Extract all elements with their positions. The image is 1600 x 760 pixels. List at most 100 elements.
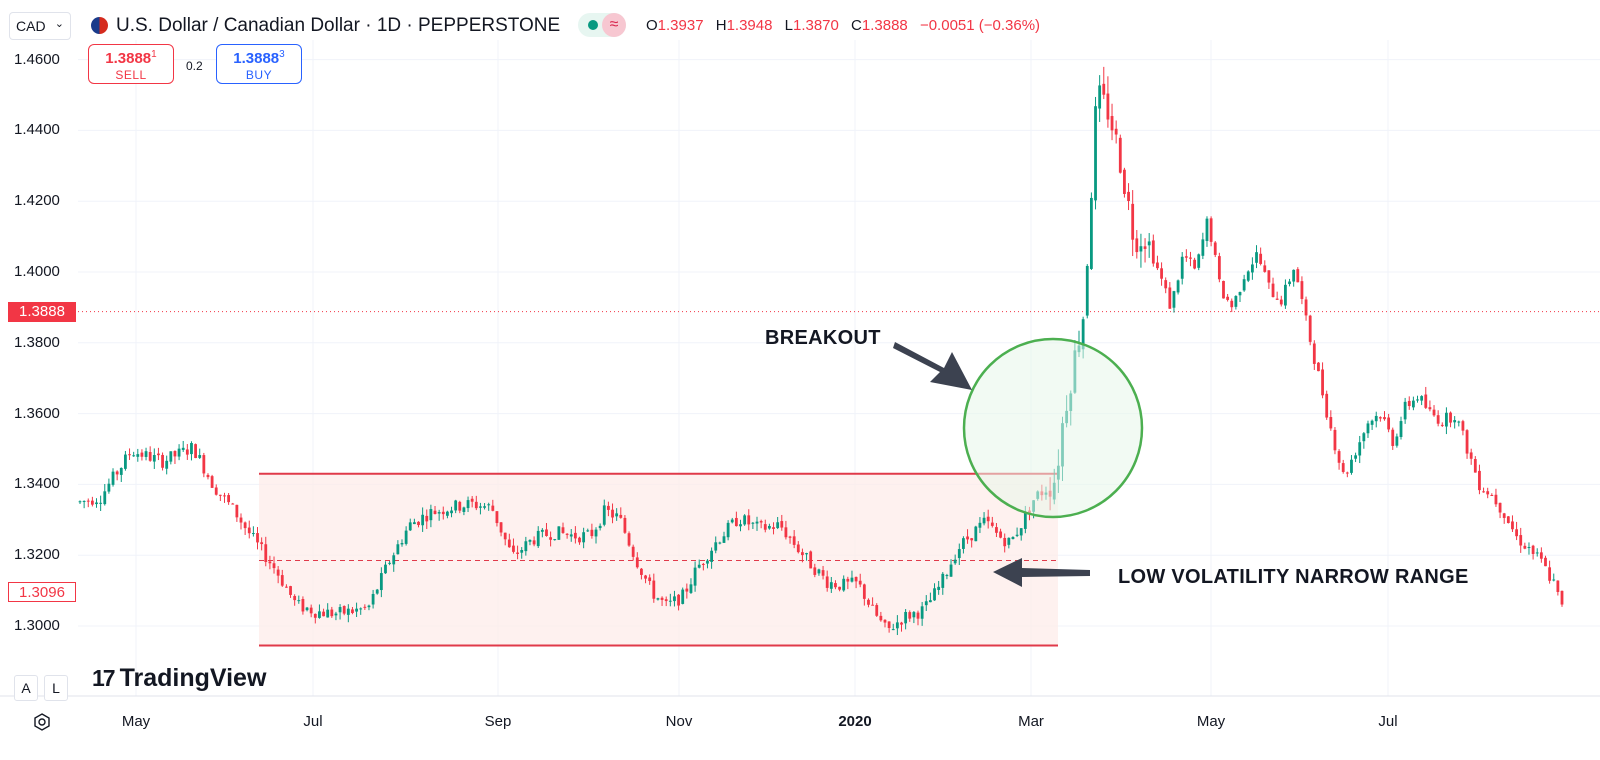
candle-body <box>1378 417 1382 419</box>
log-scale-button[interactable]: L <box>44 675 68 701</box>
candle-body <box>1482 491 1485 493</box>
candle-body <box>615 513 619 517</box>
x-tick-label: May <box>1196 713 1226 730</box>
candle-body <box>842 578 846 591</box>
candle-body <box>834 583 837 588</box>
candle-body <box>355 608 358 612</box>
candle-body <box>821 570 825 576</box>
candle-body <box>396 544 400 555</box>
candle-body <box>1007 537 1011 545</box>
candle-body <box>450 510 453 514</box>
candle-body <box>99 502 103 504</box>
candle-body <box>949 564 953 577</box>
y-tick-label: 1.3800 <box>14 333 60 351</box>
candle-body <box>124 454 127 469</box>
auto-scale-button[interactable]: A <box>14 675 38 701</box>
candle-body <box>78 501 82 503</box>
candle-body <box>198 455 202 458</box>
candle-body <box>103 491 107 505</box>
candle-body <box>1172 291 1176 308</box>
sell-button[interactable]: 1.38881 SELL <box>88 44 174 84</box>
tradingview-logo[interactable]: 17 TradingView <box>92 664 266 693</box>
candle-body <box>301 599 305 612</box>
candle-body <box>1118 137 1122 173</box>
market-status-icon <box>588 20 598 30</box>
candle-body <box>276 569 280 576</box>
candle-body <box>1457 421 1461 423</box>
sell-price-sup: 1 <box>151 49 157 60</box>
candle-body <box>1494 494 1498 505</box>
candle-body <box>1391 429 1395 446</box>
buy-label: BUY <box>245 68 273 82</box>
candle-body <box>322 611 325 617</box>
candle-body <box>1502 513 1506 518</box>
candle-body <box>330 609 334 617</box>
candle-body <box>251 533 255 535</box>
candle-body <box>846 578 850 582</box>
candle-body <box>1523 545 1527 549</box>
candle-body <box>978 522 982 528</box>
candle-body <box>412 522 416 525</box>
x-tick-label: Jul <box>1378 713 1398 730</box>
candle-body <box>297 600 301 602</box>
candle-body <box>689 584 693 593</box>
candle-body <box>1329 417 1333 429</box>
candle-body <box>165 460 169 469</box>
settings-icon[interactable] <box>33 713 51 731</box>
candle-body <box>1436 415 1440 424</box>
spread-value: 0.2 <box>186 59 203 73</box>
candle-body <box>1085 265 1089 316</box>
candle-body <box>437 512 441 514</box>
candle-body <box>499 522 503 533</box>
candle-body <box>920 606 924 619</box>
candle-body <box>730 519 734 523</box>
candle-body <box>1189 257 1192 259</box>
candle-body <box>157 453 160 456</box>
candle-body <box>210 476 214 488</box>
candle-body <box>933 588 936 601</box>
candle-body <box>152 455 156 462</box>
buy-button[interactable]: 1.38883 BUY <box>216 44 302 84</box>
candle-body <box>1321 369 1324 396</box>
candle-body <box>260 542 264 545</box>
y-tick-label: 1.4200 <box>14 192 60 210</box>
candle-body <box>1506 516 1510 524</box>
candle-body <box>441 511 445 515</box>
candle-body <box>1445 412 1448 427</box>
breakout-arrow <box>893 342 972 390</box>
candle-body <box>656 598 660 600</box>
candle-body <box>1292 269 1296 282</box>
candle-body <box>512 545 515 552</box>
chevron-down-icon: ⌄ <box>54 18 64 30</box>
candle-body <box>1242 279 1246 291</box>
currency-select[interactable]: CAD ⌄ <box>9 12 71 40</box>
range-label: LOW VOLATILITY NARROW RANGE <box>1118 566 1469 588</box>
wave-icon: ≈ <box>602 13 626 37</box>
candle-body <box>809 551 813 569</box>
candle-body <box>1531 545 1535 554</box>
candle-body <box>280 575 284 586</box>
buy-price-sup: 3 <box>279 49 285 60</box>
candle-body <box>1160 268 1163 279</box>
tradingview-logo-text: TradingView <box>119 664 267 692</box>
candle-body <box>425 515 429 522</box>
candle-body <box>561 527 565 533</box>
chart-header: CAD ⌄ U.S. Dollar / Canadian Dollar · 1D… <box>0 0 1600 50</box>
alert-price-tag[interactable]: 1.3096 <box>8 582 76 602</box>
candle-body <box>862 584 866 599</box>
candle-body <box>429 509 433 521</box>
symbol-title[interactable]: U.S. Dollar / Canadian Dollar · 1D · PEP… <box>116 15 561 36</box>
candle-body <box>1552 579 1556 581</box>
candle-body <box>1539 552 1543 559</box>
candle-body <box>148 451 152 461</box>
market-status[interactable]: ≈ <box>578 13 626 37</box>
candle-body <box>578 537 581 543</box>
candle-body <box>359 608 363 610</box>
close-value: 1.3888 <box>861 17 908 34</box>
candle-body <box>1114 128 1118 135</box>
candle-body <box>466 500 470 509</box>
low-value: 1.3870 <box>792 17 839 34</box>
candle-body <box>1440 424 1444 426</box>
